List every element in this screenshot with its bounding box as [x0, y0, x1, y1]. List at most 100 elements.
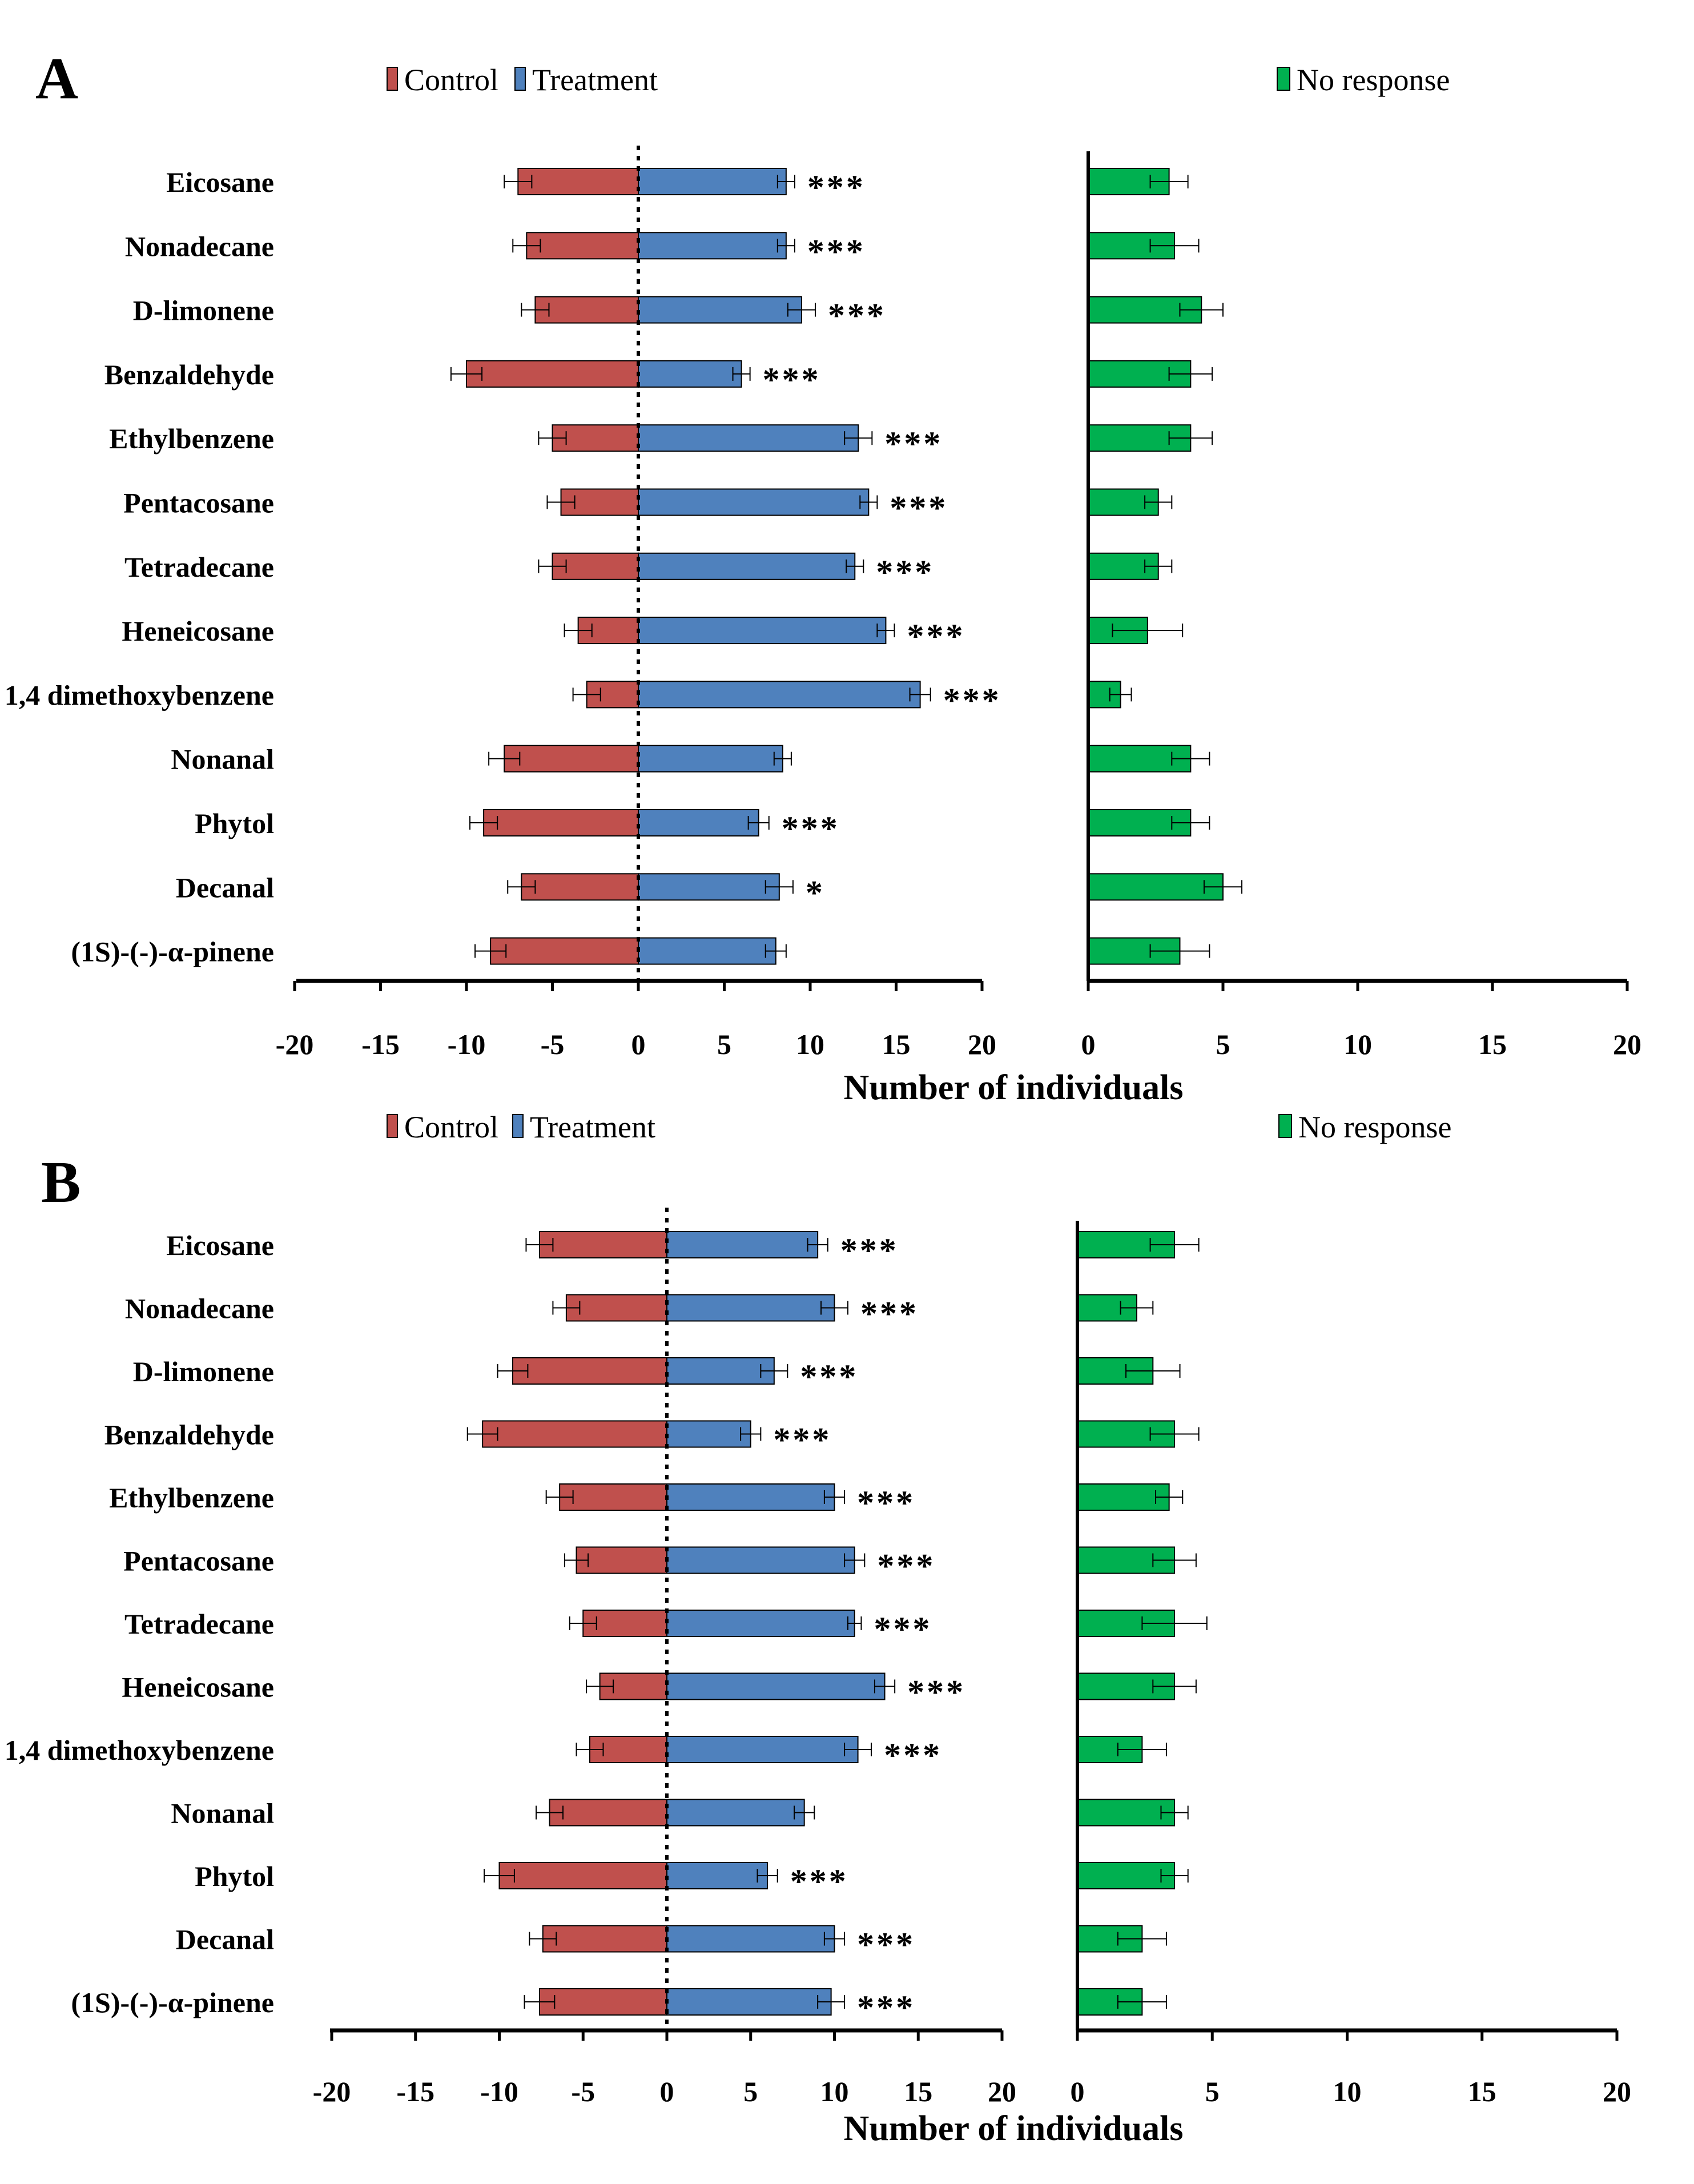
x-tick-label-right: 10: [1343, 1028, 1372, 1060]
category-label: (1S)-(-)-α-pinene: [71, 936, 274, 968]
significance-label: ***: [773, 1421, 831, 1459]
bar-treatment: [666, 1420, 751, 1448]
bar-control: [542, 1925, 667, 1953]
x-tick-label-left: 20: [988, 2076, 1016, 2107]
x-tick-label-right: 20: [1603, 2076, 1631, 2107]
category-label: Benzaldehyde: [104, 359, 274, 391]
bar-control: [565, 1294, 668, 1322]
significance-label: ***: [790, 1863, 848, 1900]
x-tick-label-right: 0: [1081, 1028, 1096, 1060]
x-tick-label-left: -10: [448, 1028, 486, 1060]
category-row: Tetradecane ***: [124, 1608, 1208, 1648]
significance-label: ***: [857, 1484, 915, 1522]
bar-no-response: [1077, 1483, 1170, 1511]
x-tick-label-left: 15: [904, 2076, 932, 2107]
significance-label: ***: [877, 1547, 935, 1585]
category-row: Heneicosane ***: [122, 615, 1184, 655]
category-row: Nonadecane ***: [125, 1293, 1154, 1333]
bar-treatment: [666, 1231, 819, 1258]
bar-treatment: [638, 360, 742, 388]
category-row: Pentacosane ***: [123, 1545, 1197, 1585]
significance-label: *: [806, 874, 825, 911]
panel-label: A: [35, 46, 78, 111]
category-label: Nonadecane: [125, 230, 274, 262]
bar-control: [466, 360, 639, 388]
bar-control: [521, 873, 639, 901]
category-row: Decanal ***: [176, 1924, 1167, 1964]
x-tick-label-left: -20: [313, 2076, 351, 2107]
bar-treatment: [666, 1736, 859, 1763]
bar-control: [549, 1799, 667, 1827]
x-tick-label-left: 20: [968, 1028, 996, 1060]
bar-control: [534, 296, 639, 324]
bar-treatment: [638, 296, 802, 324]
significance-label: ***: [857, 1989, 915, 2026]
x-tick-label-left: 10: [820, 2076, 849, 2107]
bar-treatment: [638, 809, 759, 836]
category-row: Heneicosane ***: [122, 1671, 1197, 1711]
bar-treatment: [638, 552, 856, 580]
legend-label-treatment: Treatment: [532, 63, 658, 97]
x-tick-label-left: 15: [882, 1028, 911, 1060]
category-label: Phytol: [195, 807, 274, 839]
category-label: Tetradecane: [124, 551, 274, 583]
bar-treatment: [638, 232, 787, 260]
category-row: 1,4 dimethoxybenzene ***: [5, 1734, 1167, 1774]
legend-label-control: Control: [404, 1110, 498, 1144]
category-label: Nonanal: [171, 743, 274, 775]
bar-control: [482, 1420, 668, 1448]
x-tick-label-right: 20: [1613, 1028, 1641, 1060]
legend-label-control: Control: [404, 63, 498, 97]
significance-label: ***: [884, 1736, 942, 1774]
significance-label: ***: [907, 617, 965, 655]
x-tick-label-left: -15: [396, 2076, 434, 2107]
x-tick-label-left: 0: [631, 1028, 646, 1060]
category-row: Tetradecane ***: [124, 551, 1173, 591]
category-label: Nonadecane: [125, 1293, 274, 1325]
x-tick-label-left: 10: [796, 1028, 824, 1060]
bar-control: [538, 1231, 667, 1258]
category-label: Decanal: [176, 871, 274, 903]
bar-control: [559, 1483, 667, 1511]
legend-swatch-no-response: [1278, 1114, 1292, 1138]
bar-no-response: [1077, 1799, 1176, 1827]
category-label: Eicosane: [166, 166, 274, 198]
bar-control: [552, 424, 639, 452]
x-tick-label-left: -5: [541, 1028, 565, 1060]
bar-control: [538, 1988, 667, 2016]
x-tick-label-right: 15: [1468, 2076, 1496, 2107]
bar-treatment: [666, 1357, 775, 1385]
x-tick-label-right: 15: [1478, 1028, 1507, 1060]
x-tick-label-left: 5: [717, 1028, 731, 1060]
category-label: Nonanal: [171, 1797, 274, 1829]
x-tick-label-right: 0: [1071, 2076, 1085, 2107]
significance-label: ***: [943, 681, 1001, 719]
bar-treatment: [638, 745, 783, 773]
category-label: Decanal: [176, 1924, 274, 1956]
bar-control: [526, 232, 639, 260]
category-label: (1S)-(-)-α-pinene: [71, 1986, 274, 2018]
category-row: Pentacosane ***: [123, 487, 1173, 527]
x-tick-label-right: 5: [1216, 1028, 1230, 1060]
x-tick-label-left: -5: [571, 2076, 595, 2107]
bar-treatment: [638, 617, 887, 645]
category-row: (1S)-(-)-α-pinene ***: [71, 1986, 1167, 2026]
category-label: D-limonene: [133, 1356, 274, 1387]
bar-control: [490, 937, 639, 965]
legend-swatch-control: [387, 1114, 398, 1138]
x-tick-label-right: 5: [1205, 2076, 1220, 2107]
legend-swatch-control: [387, 67, 398, 91]
category-label: Phytol: [195, 1860, 274, 1892]
category-row: Ethylbenzene ***: [109, 423, 1213, 462]
category-row: Eicosane ***: [166, 166, 1189, 206]
significance-label: ***: [860, 1295, 919, 1333]
bar-treatment: [638, 424, 859, 452]
category-row: Eicosane ***: [166, 1229, 1200, 1269]
significance-label: ***: [828, 297, 886, 335]
category-label: Heneicosane: [122, 615, 274, 647]
bar-treatment: [666, 1988, 832, 2016]
category-row: Nonanal: [171, 1797, 1189, 1829]
